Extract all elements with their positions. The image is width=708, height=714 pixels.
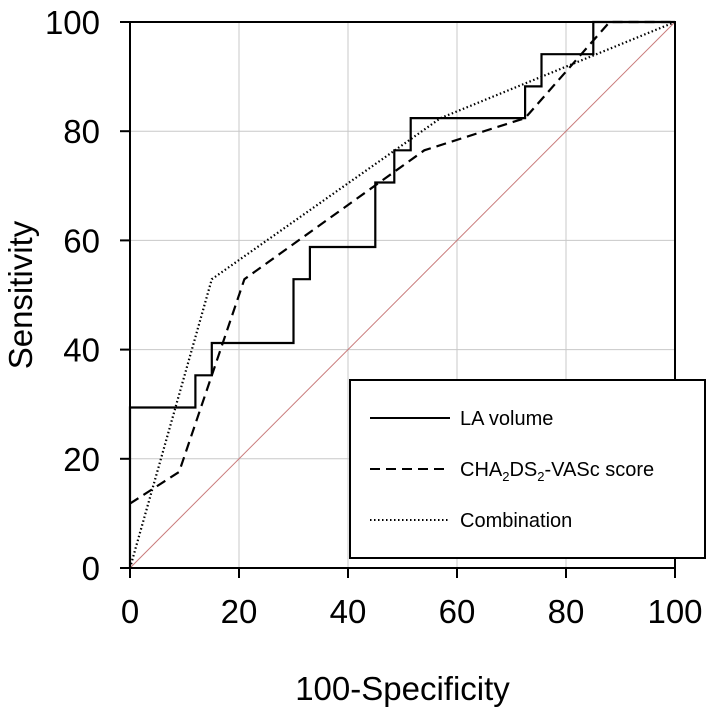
legend-label-subscript: 2	[537, 469, 544, 484]
legend-label-combination: Combination	[460, 510, 572, 532]
legend-label-cha2ds2-vasc: CHA2DS2-VASc score	[460, 459, 654, 484]
x-axis-title: 100-Specificity	[295, 670, 510, 707]
plot-frame	[129, 21, 676, 569]
y-tick-label: 100	[45, 4, 100, 41]
series-line-combination	[128, 20, 676, 569]
axis-ticks: 0 20 40 60 80 100 0 20 40 60 80 100	[45, 4, 703, 630]
x-tick-label: 40	[330, 593, 367, 630]
reference-diagonal-line	[129, 21, 676, 569]
y-tick-label: 40	[63, 332, 100, 369]
series-line-cha2ds2-vasc	[129, 20, 675, 505]
y-axis-title: Sensitivity	[2, 220, 39, 369]
x-tick-label: 80	[548, 593, 585, 630]
legend-label-subscript: 2	[502, 469, 509, 484]
legend-label-la-volume: LA volume	[460, 408, 553, 430]
legend-label-part: -VASc score	[545, 459, 655, 481]
x-tick-label: 20	[221, 593, 258, 630]
y-tick-label: 20	[63, 441, 100, 478]
y-tick-label: 60	[63, 222, 100, 259]
y-tick-label: 80	[63, 113, 100, 150]
legend: LA volume CHA2DS2-VASc score Combination	[349, 379, 706, 559]
series-layer	[128, 20, 676, 569]
x-tick-label: 0	[121, 593, 139, 630]
y-tick-label: 0	[82, 550, 100, 587]
legend-label-part: CHA	[460, 459, 503, 481]
x-tick-label: 60	[439, 593, 476, 630]
x-tick-label: 100	[647, 593, 702, 630]
legend-label-part: DS	[509, 459, 537, 481]
